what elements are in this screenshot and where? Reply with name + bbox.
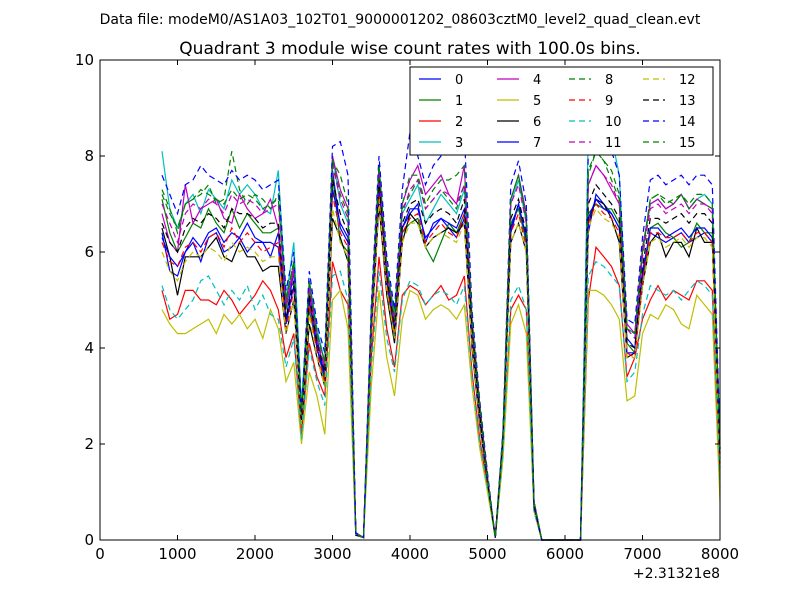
legend-label-0: 0 — [455, 73, 463, 88]
y-tick-label: 0 — [84, 531, 94, 549]
x-tick-label: 1000 — [158, 545, 196, 563]
x-tick-label: 8000 — [701, 545, 739, 563]
legend-label-9: 9 — [605, 94, 613, 109]
series-line-13 — [161, 179, 721, 541]
y-tick-label: 2 — [84, 435, 94, 453]
y-tick-label: 10 — [75, 51, 94, 69]
legend-label-15: 15 — [679, 136, 696, 151]
x-offset-label: +2.31321e8 — [633, 566, 720, 582]
legend-label-8: 8 — [605, 73, 613, 88]
legend-label-10: 10 — [605, 115, 622, 130]
legend-label-14: 14 — [679, 115, 696, 130]
series-line-14 — [161, 93, 721, 541]
legend-label-1: 1 — [455, 94, 463, 109]
series-line-7 — [161, 184, 721, 541]
suptitle: Data file: modeM0/AS1A03_102T01_90000012… — [100, 12, 701, 28]
legend-label-2: 2 — [455, 115, 463, 130]
x-tick-label: 7000 — [623, 545, 661, 563]
legend-label-6: 6 — [533, 115, 541, 130]
legend-label-13: 13 — [679, 94, 696, 109]
x-tick-label: 4000 — [391, 545, 429, 563]
legend-label-4: 4 — [533, 73, 541, 88]
series-line-12 — [161, 199, 721, 541]
series-lines — [161, 91, 721, 541]
x-tick-label: 0 — [95, 545, 105, 563]
chart-title: Quadrant 3 module wise count rates with … — [179, 39, 640, 59]
x-tick-label: 2000 — [236, 545, 274, 563]
series-line-9 — [161, 189, 721, 541]
y-tick-label: 8 — [84, 147, 94, 165]
legend-label-5: 5 — [533, 94, 541, 109]
x-tick-label: 3000 — [313, 545, 351, 563]
legend-label-3: 3 — [455, 136, 463, 151]
y-tick-label: 4 — [84, 339, 94, 357]
y-tick-label: 6 — [84, 243, 94, 261]
series-line-2 — [161, 245, 721, 541]
legend-label-7: 7 — [533, 136, 541, 151]
x-tick-label: 5000 — [468, 545, 506, 563]
series-line-6 — [161, 198, 721, 541]
series-line-5 — [161, 289, 721, 541]
legend-label-12: 12 — [679, 73, 696, 88]
series-line-10 — [161, 260, 721, 541]
legend-label-11: 11 — [605, 136, 622, 151]
legend-frame — [409, 66, 714, 156]
series-line-15 — [161, 150, 721, 541]
x-tick-label: 6000 — [546, 545, 584, 563]
